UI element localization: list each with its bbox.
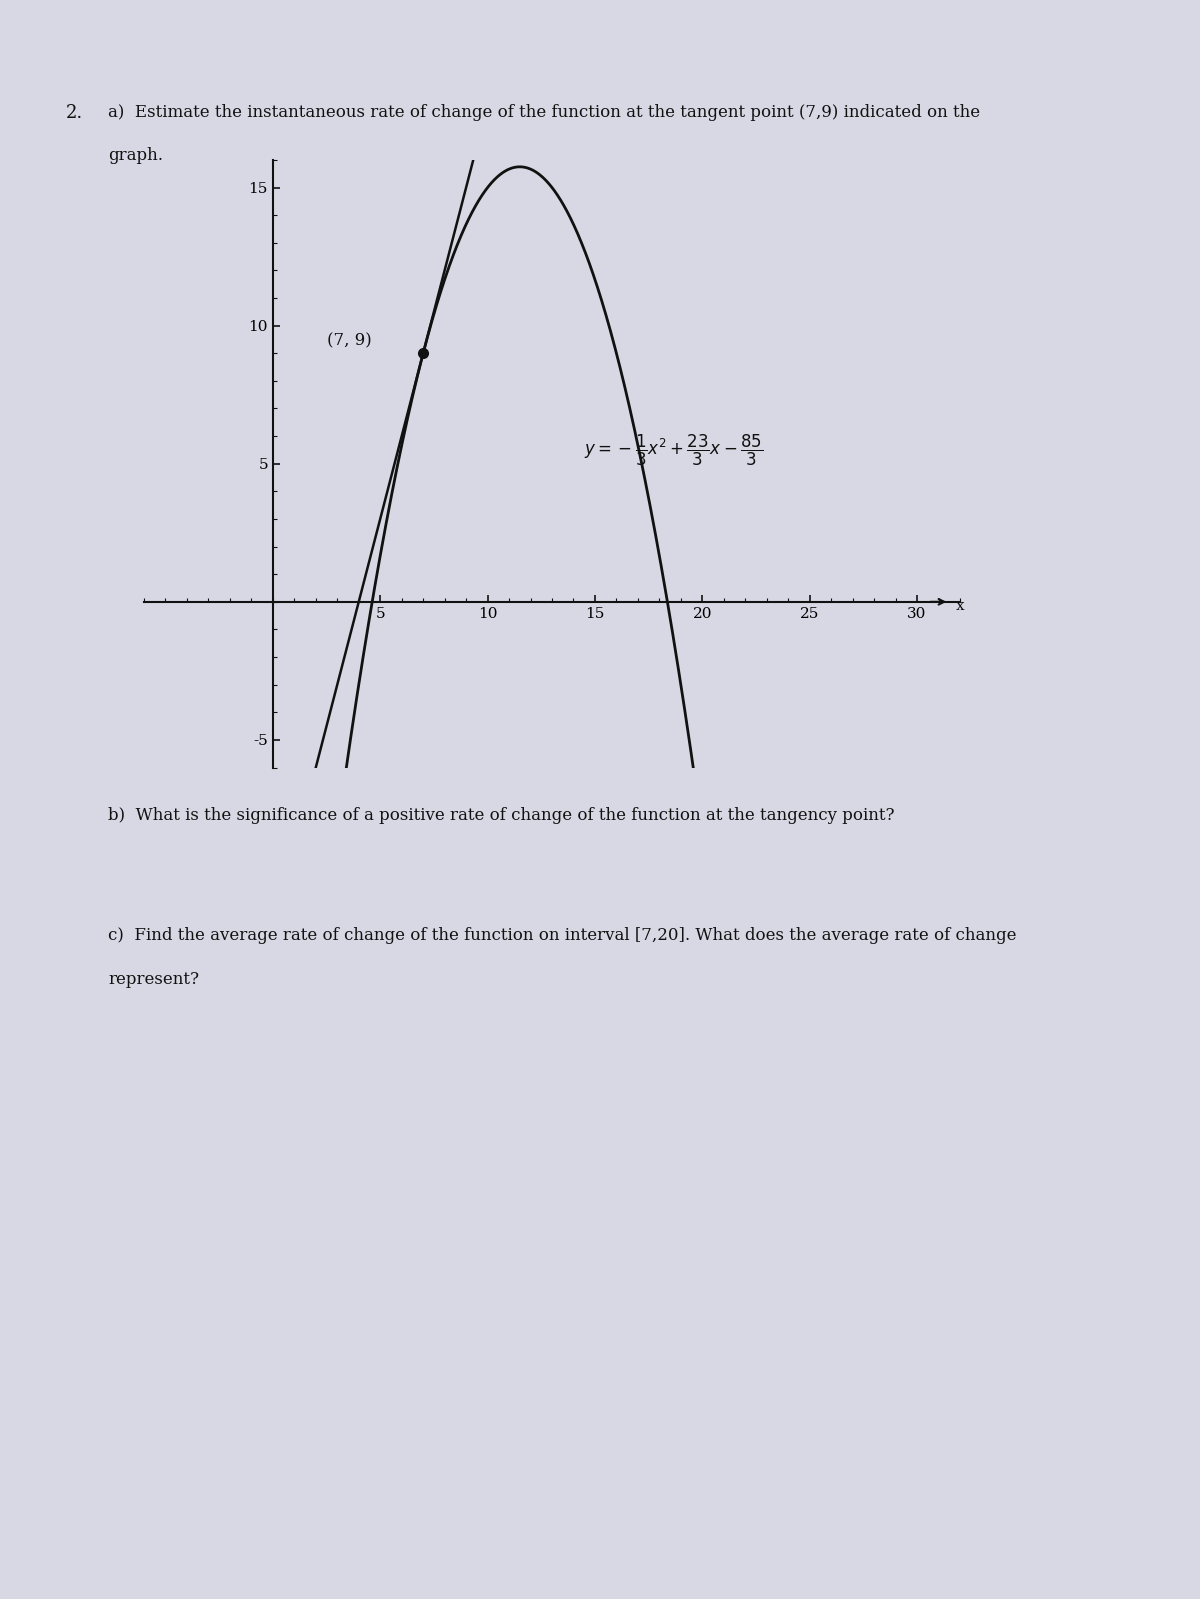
Text: 2.: 2. <box>66 104 83 122</box>
Text: $y = -\dfrac{1}{3}x^2 + \dfrac{23}{3}x - \dfrac{85}{3}$: $y = -\dfrac{1}{3}x^2 + \dfrac{23}{3}x -… <box>584 432 763 467</box>
Text: (7, 9): (7, 9) <box>326 333 371 349</box>
Text: c)  Find the average rate of change of the function on interval [7,20]. What doe: c) Find the average rate of change of th… <box>108 927 1016 945</box>
Text: b)  What is the significance of a positive rate of change of the function at the: b) What is the significance of a positiv… <box>108 807 894 825</box>
Text: graph.: graph. <box>108 147 163 165</box>
Text: represent?: represent? <box>108 971 199 988</box>
Text: x: x <box>955 600 965 612</box>
Text: a)  Estimate the instantaneous rate of change of the function at the tangent poi: a) Estimate the instantaneous rate of ch… <box>108 104 980 122</box>
